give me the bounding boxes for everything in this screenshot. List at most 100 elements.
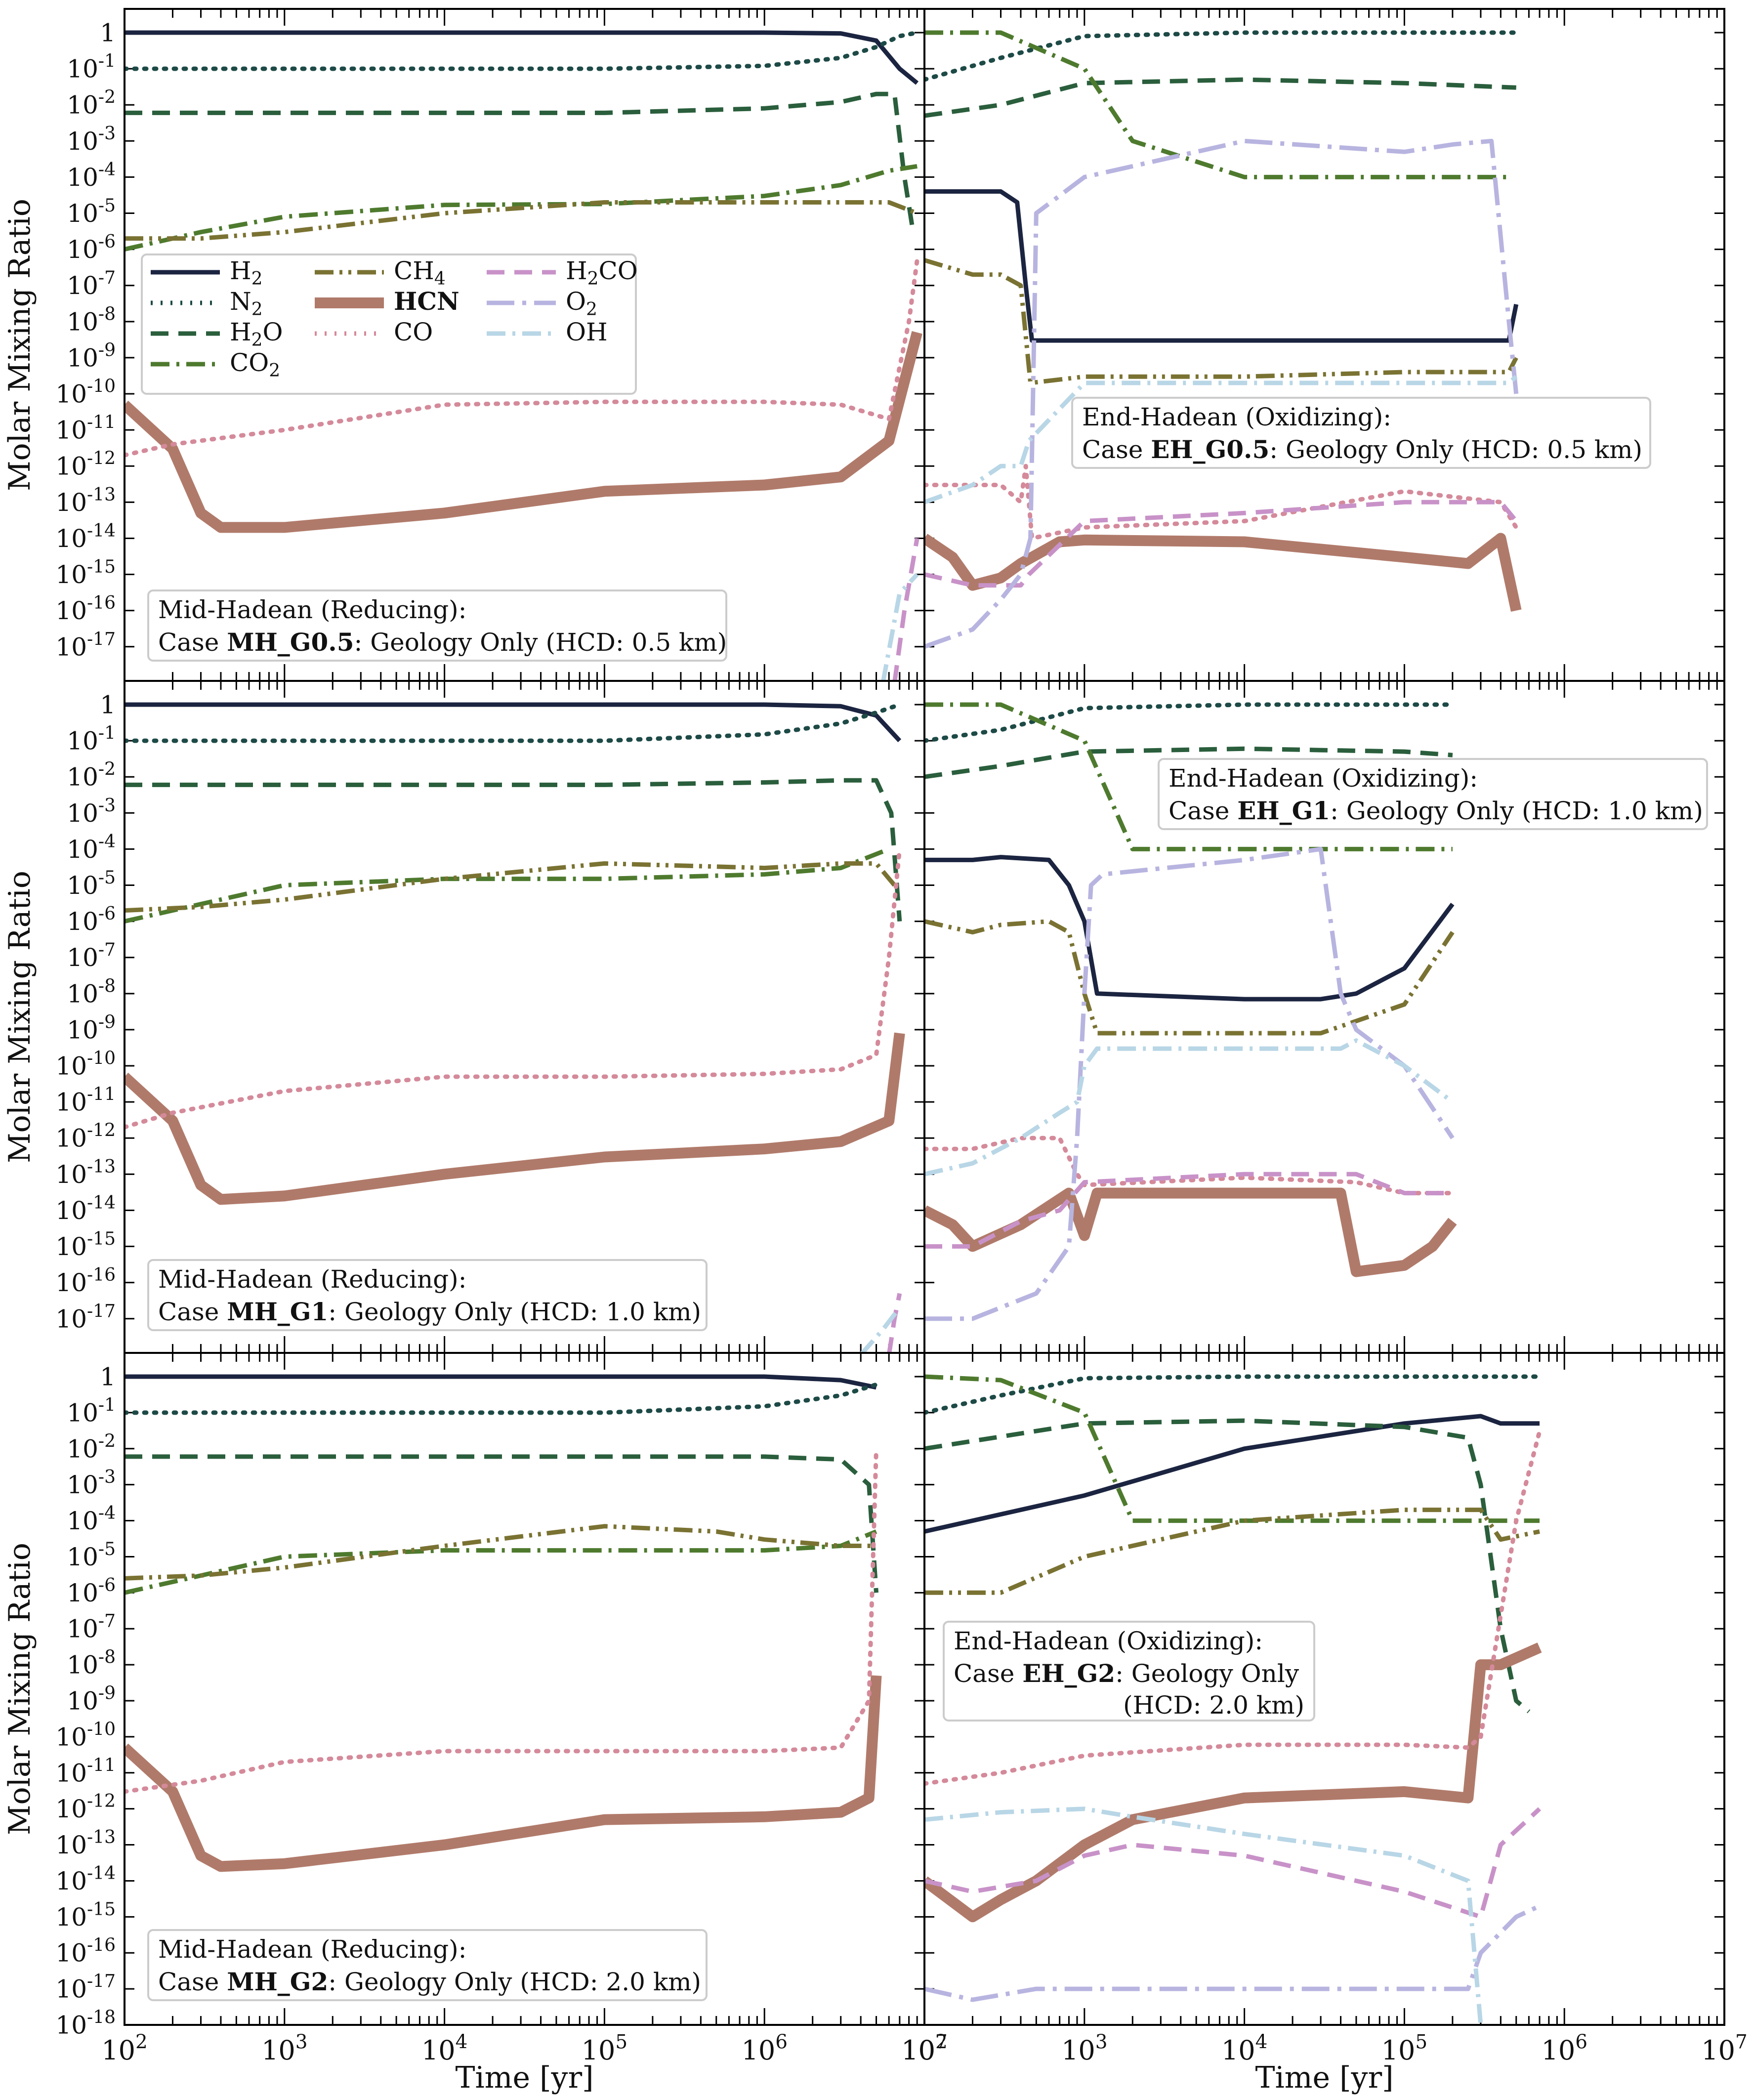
annotation-case: Case EH_G0.5: Geology Only (HCD: 0.5 km) xyxy=(1082,435,1642,464)
x-tick-label: 107 xyxy=(1701,2031,1747,2066)
series-line-CH4 xyxy=(125,861,896,913)
series-group xyxy=(924,702,1457,1321)
series-group xyxy=(924,30,1522,649)
y-tick-label: 1 xyxy=(100,1363,116,1391)
annotation-box xyxy=(1071,397,1651,469)
panel-frame xyxy=(923,1352,1725,2026)
annotation-case: Case EH_G1: Geology Only (HCD: 1.0 km) xyxy=(1169,796,1703,825)
y-tick-label: 10-3 xyxy=(67,1467,116,1499)
y-tick-label: 10-17 xyxy=(55,629,116,661)
y-tick-label: 10-3 xyxy=(67,796,116,828)
x-tick-label: 104 xyxy=(421,2031,467,2066)
y-tick-label: 10-2 xyxy=(67,87,116,120)
y-tick-label: 10-14 xyxy=(55,1193,116,1225)
annotation-title: Mid-Hadean (Reducing): xyxy=(158,1935,467,1964)
series-line-N2 xyxy=(125,30,919,71)
y-tick-label: 10-8 xyxy=(67,304,116,336)
x-ticks xyxy=(124,1353,925,2025)
panel-annotation: End-Hadean (Oxidizing): Case EH_G0.5: Geo… xyxy=(1071,397,1651,469)
annotation-title: End-Hadean (Oxidizing): xyxy=(954,1627,1263,1655)
y-tick-label: 10-9 xyxy=(67,1683,116,1716)
y-tick-label: 10-2 xyxy=(67,1431,116,1463)
y-axis-label: Molar Mixing Ratio xyxy=(2,871,37,1163)
series-line-H2O xyxy=(924,77,1516,118)
y-tick-label: 10-5 xyxy=(67,1539,116,1571)
y-tick-label: 10-9 xyxy=(67,340,116,372)
y-tick-label: 10-11 xyxy=(55,1755,116,1787)
y-tick-label: 10-4 xyxy=(67,1503,116,1535)
series-group xyxy=(924,1374,1542,2025)
series-line-N2 xyxy=(924,1374,1542,1415)
y-tick-label: 10-15 xyxy=(55,557,116,589)
series-line-HCN xyxy=(125,1675,882,1872)
y-ticks xyxy=(125,704,924,1320)
series-line-CO xyxy=(125,1446,878,1794)
y-ticks xyxy=(125,1376,924,2026)
legend-label-CH4: CH4 xyxy=(394,256,446,289)
panel-annotation: End-Hadean (Oxidizing): Case EH_G2: Geolo… xyxy=(943,1621,1315,1722)
annotation-box xyxy=(147,1929,708,2001)
annotation-case: Case MH_G2: Geology Only (HCD: 2.0 km) xyxy=(158,1967,701,1996)
y-tick-label: 10-6 xyxy=(67,1575,116,1607)
series-line-O2 xyxy=(924,1904,1541,2002)
y-tick-label: 10-16 xyxy=(55,593,116,625)
x-tick-label: 103 xyxy=(261,2031,307,2066)
x-tick-label: 103 xyxy=(1061,2031,1107,2066)
panel-EH_G1: End-Hadean (Oxidizing): Case EH_G1: Geolo… xyxy=(923,680,1725,1354)
y-tick-label: 10-1 xyxy=(67,1395,116,1427)
y-tick-label: 10-7 xyxy=(67,268,116,300)
x-tick-label: 105 xyxy=(1381,2031,1427,2066)
y-tick-label: 10-11 xyxy=(55,413,116,445)
series-line-O2 xyxy=(924,846,1455,1321)
x-axis-label: Time [yr] xyxy=(455,2060,593,2095)
series-line-H2 xyxy=(125,1374,877,1390)
y-tick-label: 10-6 xyxy=(67,904,116,936)
panel-EH_G0.5: End-Hadean (Oxidizing): Case EH_G0.5: Geo… xyxy=(923,8,1725,682)
series-line-CO2 xyxy=(924,702,1453,851)
series-line-HCN xyxy=(924,1642,1542,1923)
y-tick-label: 10-13 xyxy=(55,1157,116,1189)
y-tick-label: 10-10 xyxy=(55,377,116,409)
annotation-title: Mid-Hadean (Reducing): xyxy=(158,1265,467,1294)
y-tick-label: 10-16 xyxy=(55,1265,116,1297)
series-line-CO xyxy=(924,1135,1455,1196)
series-line-CO2 xyxy=(924,30,1509,179)
annotation-title: Mid-Hadean (Reducing): xyxy=(158,595,467,624)
legend-label-HCN: HCN xyxy=(394,287,459,316)
y-tick-label: 10-11 xyxy=(55,1085,116,1117)
legend-label-CO: CO xyxy=(394,318,433,346)
annotation-box xyxy=(1158,758,1708,830)
panel-MH_G2: 110-110-210-310-410-510-610-710-810-910-… xyxy=(2,1352,948,2095)
x-tick-label: 102 xyxy=(901,2031,947,2066)
y-tick-label: 10-8 xyxy=(67,976,116,1008)
y-axis-label: Molar Mixing Ratio xyxy=(2,199,37,491)
legend-label-OH: OH xyxy=(566,318,608,346)
series-line-H2CO xyxy=(887,1293,902,1353)
series-line-H2 xyxy=(125,30,919,85)
series-line-HCN xyxy=(924,1187,1457,1277)
series-line-H2CO xyxy=(924,500,1518,588)
y-tick-label: 10-1 xyxy=(67,723,116,756)
annotation-box xyxy=(147,1259,708,1331)
series-line-OH xyxy=(881,573,919,681)
x-tick-label: 107 xyxy=(901,2031,947,2066)
y-tick-label: 10-14 xyxy=(55,521,116,553)
annotation-box xyxy=(943,1621,1315,1722)
y-tick-label: 10-1 xyxy=(67,51,116,84)
annotation-box xyxy=(147,589,727,662)
x-ticks xyxy=(923,9,1725,681)
y-tick-label: 10-17 xyxy=(55,1301,116,1333)
y-tick-label: 10-12 xyxy=(55,1791,116,1823)
y-tick-label: 10-9 xyxy=(67,1012,116,1044)
series-line-OH xyxy=(924,1038,1454,1176)
legend-label-N2: N2 xyxy=(230,287,263,320)
series-line-H2O xyxy=(924,1418,1531,1714)
annotation-title: End-Hadean (Oxidizing): xyxy=(1169,764,1478,793)
legend-label-CO2: CO2 xyxy=(230,348,280,381)
x-tick-label: 105 xyxy=(582,2031,627,2066)
y-tick-label: 10-5 xyxy=(67,196,116,228)
panel-MH_G1: 1 10-110-2 10-3 10-4 10-5 10-6 10-7 10-8 10-9 10-… xyxy=(2,680,925,1354)
series-line-OH xyxy=(859,1306,902,1353)
x-tick-label: 106 xyxy=(741,2031,787,2066)
